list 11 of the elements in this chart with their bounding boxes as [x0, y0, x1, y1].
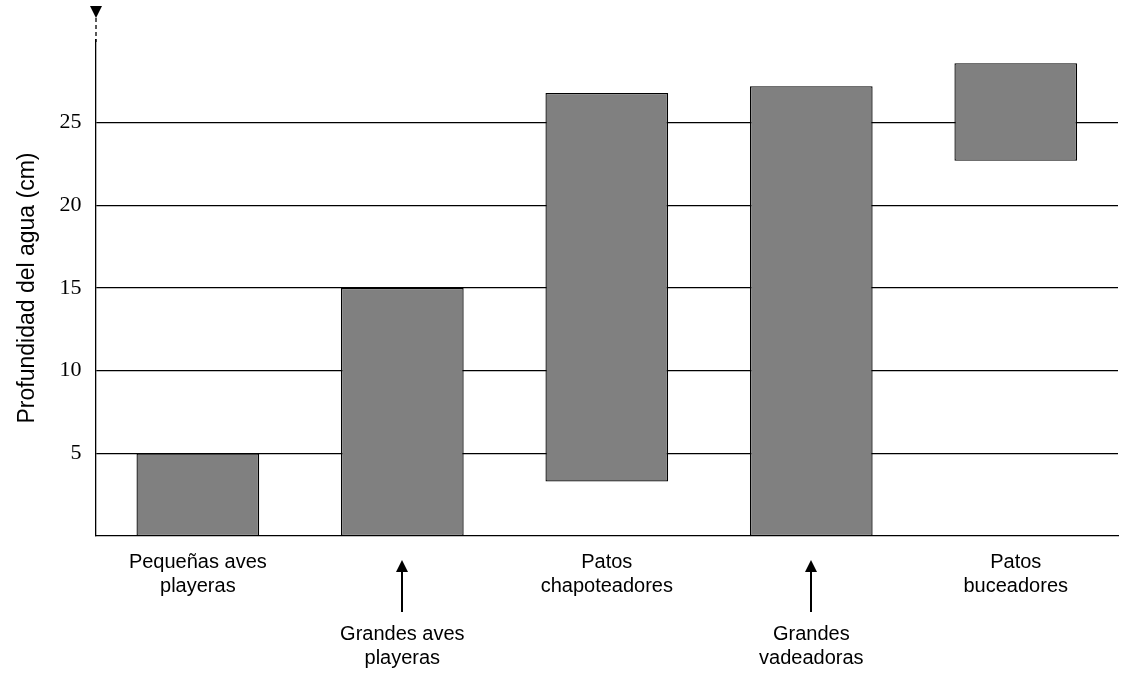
y-tick-label: 5: [70, 439, 82, 465]
y-tick-label: 25: [59, 108, 82, 134]
x-tick-label: Patos chapoteadores: [540, 549, 673, 596]
y-tick-label: 10: [59, 356, 82, 382]
y-tick-label: 15: [59, 273, 82, 299]
y-tick-label: 20: [59, 191, 82, 217]
x-tick-label: Patos buceadores: [963, 549, 1069, 596]
y-axis-title: Profundidad del agua (cm): [13, 152, 40, 424]
x-tick-label: Grandes aves playeras: [340, 621, 465, 668]
x-tick-label: Pequeñas aves playeras: [128, 549, 267, 596]
x-tick-label: Grandes vadeadoras: [759, 621, 864, 668]
